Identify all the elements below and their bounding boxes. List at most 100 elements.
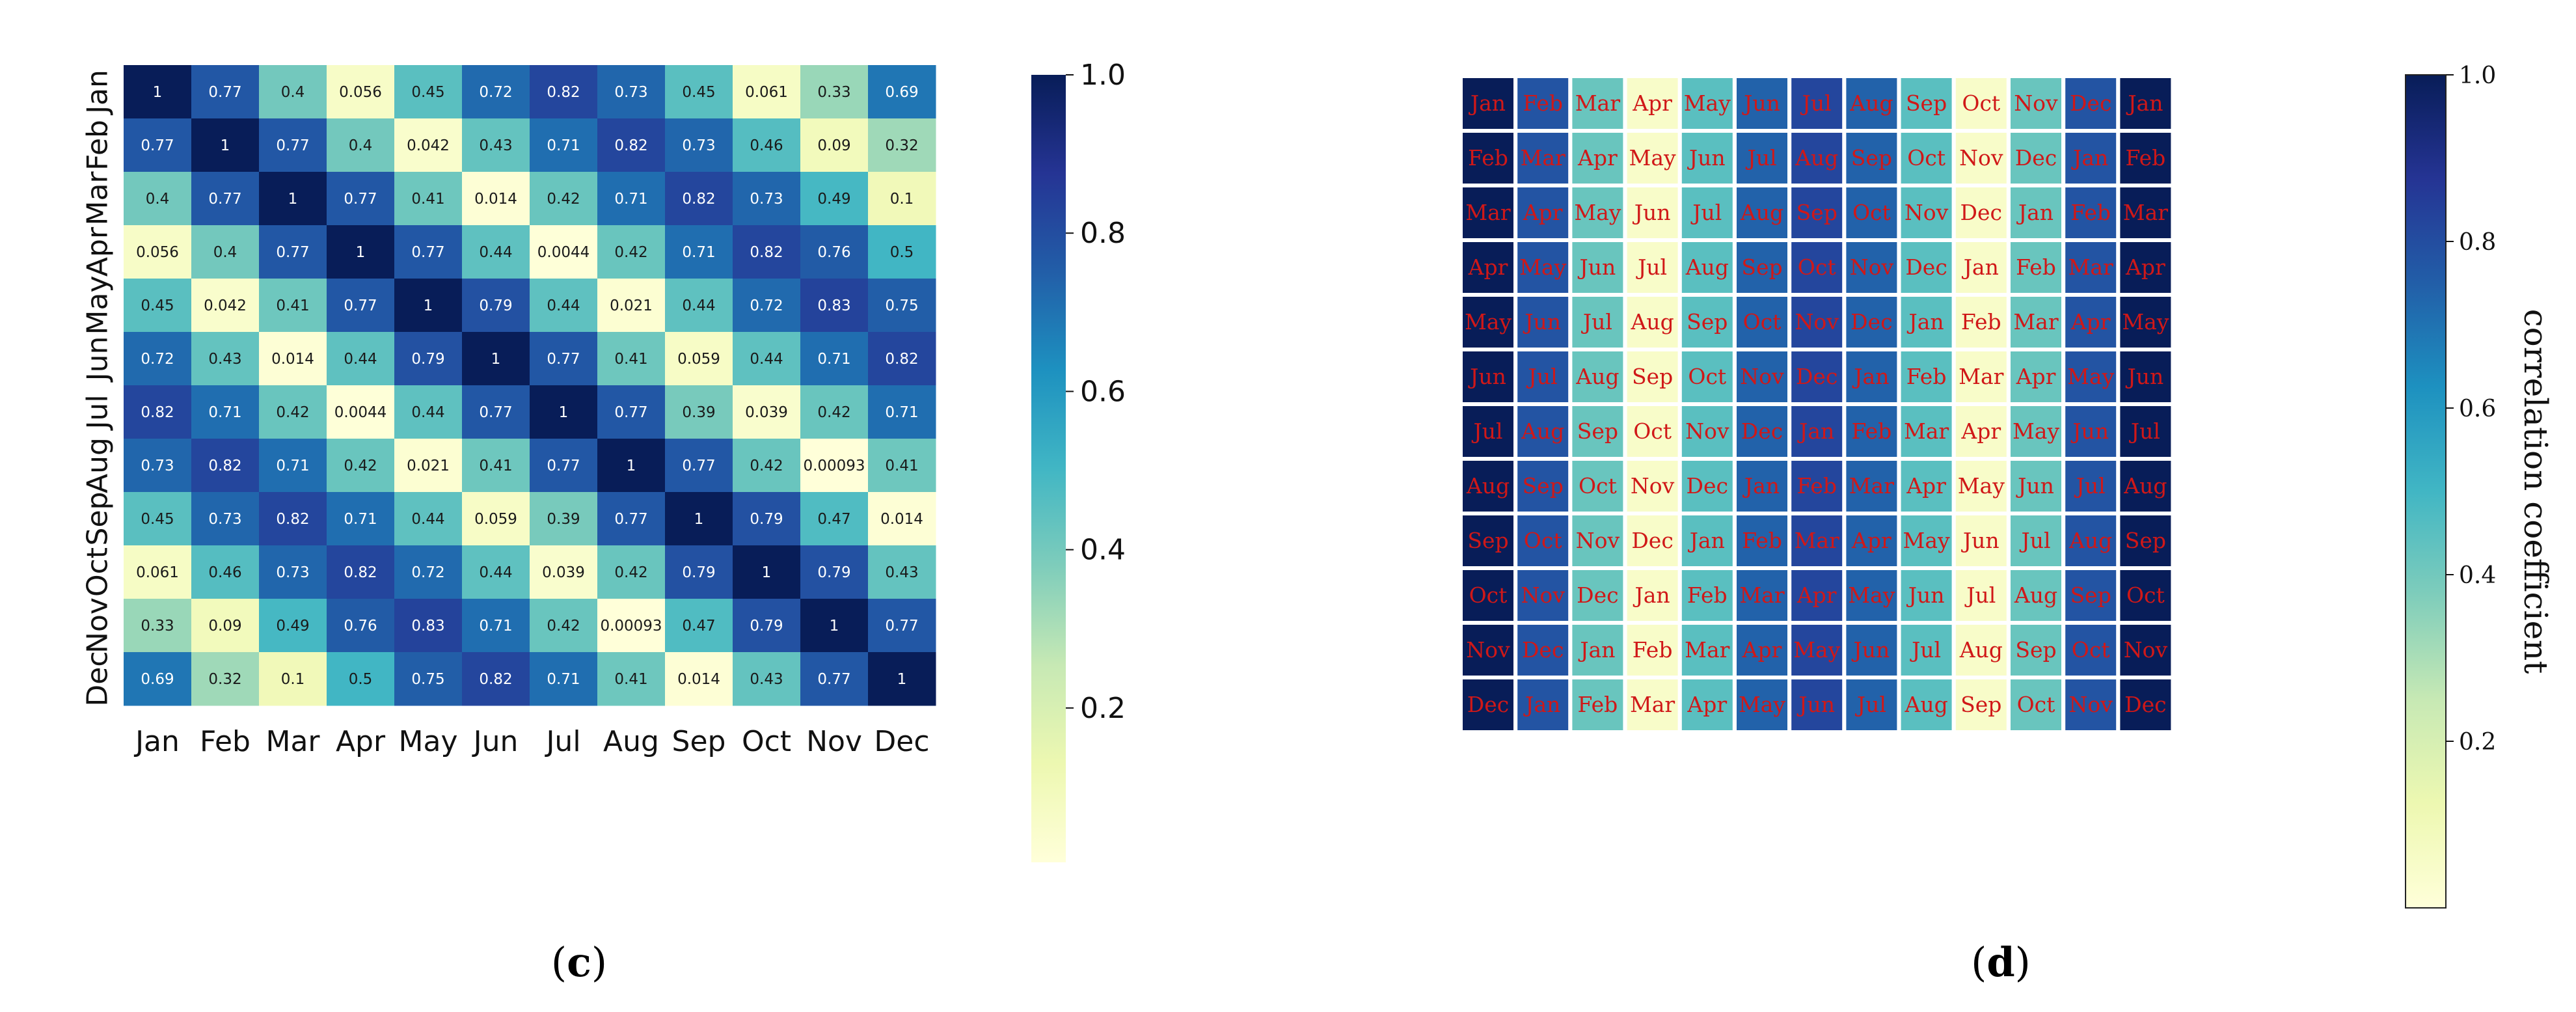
cell-value-label: 0.77 [208,191,241,208]
cell-month-label: Oct [1907,145,1946,171]
cell-month-label: May [1684,90,1731,116]
cell-value-label: 0.44 [547,297,580,314]
heatmap-cell [327,545,395,599]
heatmap-cell [259,118,327,172]
heatmap-cell [1901,133,1952,184]
heatmap-cell [665,118,733,172]
heatmap-cell [1517,133,1569,184]
cell-value-label: 0.45 [411,84,444,101]
heatmap-cell [665,225,733,279]
x-tick-label: Nov [806,725,862,758]
heatmap-cell [1463,187,1513,238]
cell-month-label: Dec [1577,582,1618,608]
cell-value-label: 0.43 [750,671,783,688]
cell-value-label: 0.82 [885,351,918,368]
cell-month-label: Sep [2125,528,2166,553]
heatmap-cell [394,65,463,119]
cell-month-label: Aug [1849,90,1893,116]
cell-month-label: Feb [1633,637,1673,663]
cell-month-label: Feb [1852,418,1892,444]
heatmap-cell [2011,78,2061,129]
heatmap-cell [1572,297,1623,348]
heatmap-cell [2011,187,2061,238]
cell-value-label: 1 [559,404,569,421]
heatmap-cell [124,172,192,226]
cell-month-label: May [1519,254,1566,280]
cell-value-label: 0.41 [614,671,647,688]
heatmap-cell [327,385,395,439]
cell-value-label: 0.47 [817,511,850,528]
heatmap-cell [1791,625,1843,676]
heatmap-cell [1846,242,1897,293]
heatmap-cell [1955,187,2007,238]
heatmap-cell [733,65,801,119]
heatmap-cell [1737,242,1787,293]
cell-value-label: 0.4 [213,244,237,261]
heatmap-cell [1627,133,1678,184]
cell-value-label: 0.5 [349,671,373,688]
heatmap-cell [733,439,801,493]
cell-value-label: 0.49 [276,618,309,635]
cell-month-label: Nov [1631,473,1675,499]
heatmap-cell [1737,679,1787,730]
heatmap-cell [327,332,395,386]
heatmap-cell [1463,461,1513,512]
cell-value-label: 0.44 [479,244,512,261]
cell-month-label: Jun [1852,637,1890,663]
heatmap-cell [191,545,260,599]
cell-value-label: 0.49 [817,191,850,208]
cell-value-label: 0.00093 [600,618,662,635]
cell-value-label: 0.77 [276,244,309,261]
y-tick-label: Oct [81,547,115,597]
colorbar-tick-label: 0.6 [2459,396,2496,422]
heatmap-cell [1517,515,1569,566]
cell-value-label: 0.82 [547,84,580,101]
heatmap-cell [191,652,260,706]
cell-value-label: 0.71 [614,191,647,208]
heatmap-cell [1791,187,1843,238]
heatmap-cell [1463,297,1513,348]
cell-month-label: Jul [1690,200,1722,225]
cell-month-label: Sep [2015,637,2056,663]
cell-month-label: Nov [1959,145,2003,171]
cell-value-label: 0.73 [750,191,783,208]
heatmap-cell [394,172,463,226]
heatmap-cell [800,599,869,653]
heatmap-cell [1627,679,1678,730]
cell-value-label: 0.42 [614,244,647,261]
colorbar-tick-label: 1.0 [2459,62,2496,89]
heatmap-cell [462,492,530,546]
heatmap-cell [868,385,936,439]
heatmap-cell [462,652,530,706]
heatmap-cell [327,172,395,226]
heatmap-cell [394,545,463,599]
y-tick-label: Feb [81,120,115,171]
heatmap-cell [191,385,260,439]
heatmap-cell [394,439,463,493]
heatmap-cell [462,439,530,493]
cell-month-label: Jul [1910,637,1941,663]
heatmap-cell [2065,406,2117,457]
heatmap-cell [597,545,666,599]
heatmap-cell [327,439,395,493]
cell-value-label: 1 [694,511,704,528]
heatmap-cell [1901,515,1952,566]
y-tick-label: Jun [81,336,115,383]
cell-month-label: Mar [1739,582,1784,608]
heatmap-cell [1517,187,1569,238]
cell-value-label: 0.039 [745,404,788,421]
heatmap-cell [868,279,936,333]
heatmap-cell [124,599,192,653]
y-tick-label: Nov [81,597,115,653]
heatmap-cell [1627,242,1678,293]
heatmap-cell [2120,406,2171,457]
heatmap-cell [665,332,733,386]
cell-month-label: Mar [1795,528,1839,553]
cell-month-label: Aug [2014,582,2057,608]
cell-month-label: Mar [2068,254,2113,280]
cell-value-label: 0.73 [141,458,174,474]
cell-month-label: Oct [1524,528,1562,553]
cell-value-label: 0.014 [677,671,720,688]
heatmap-cell [462,172,530,226]
cell-month-label: Jul [1581,309,1612,335]
